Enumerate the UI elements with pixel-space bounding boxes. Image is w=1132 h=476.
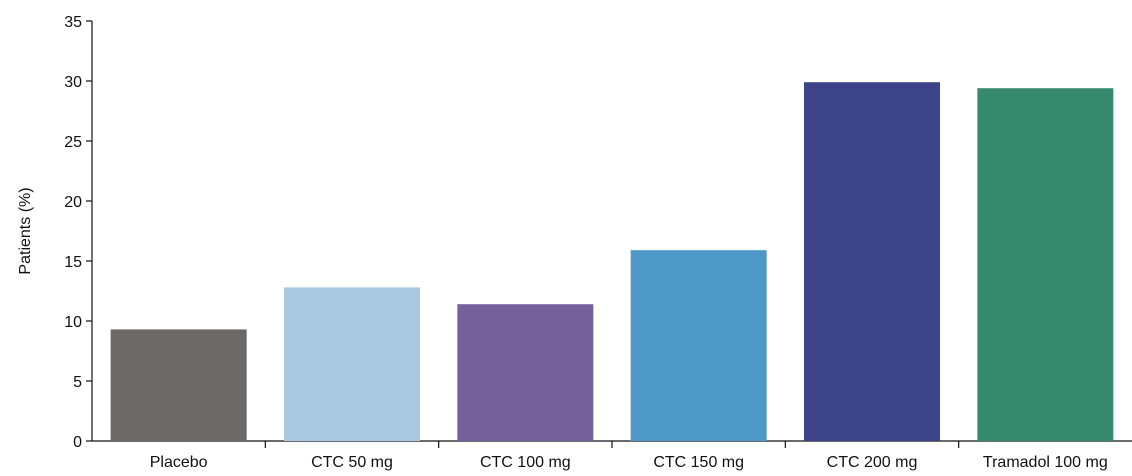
- bar-ctc-50-mg: [284, 287, 420, 441]
- y-tick-label: 30: [64, 74, 82, 91]
- y-tick-label: 15: [64, 254, 82, 271]
- x-ticks: Placebo CTC 50 mg CTC 100 mg CTC 150 mg CTC …: [150, 441, 1108, 471]
- x-tick-label: CTC 200 mg: [827, 454, 918, 471]
- bar-ctc-100-mg: [457, 304, 594, 441]
- x-tick-label: Placebo: [150, 454, 208, 471]
- x-tick-label: CTC 100 mg: [480, 454, 571, 471]
- y-tick-label: 35: [64, 14, 82, 31]
- y-ticks: 0 5 10 15 20 25 30 35: [64, 14, 92, 451]
- y-tick-label: 5: [73, 374, 82, 391]
- bar-ctc-150-mg: [630, 250, 767, 441]
- y-tick-label: 10: [64, 314, 82, 331]
- y-axis-title: Patients (%): [17, 187, 34, 274]
- bar-ctc-200-mg: [804, 82, 940, 441]
- bar-placebo: [110, 329, 247, 441]
- x-axis: Placebo CTC 50 mg CTC 100 mg CTC 150 mg CTC …: [92, 440, 1132, 471]
- y-tick-label: 0: [73, 434, 82, 451]
- bars: [110, 82, 1114, 441]
- x-tick-label: CTC 150 mg: [653, 454, 744, 471]
- y-axis: 0 5 10 15 20 25 30 35: [64, 14, 93, 451]
- x-tick-label: CTC 50 mg: [311, 454, 393, 471]
- y-tick-label: 20: [64, 194, 82, 211]
- bar-tramadol-100-mg: [977, 88, 1114, 441]
- y-tick-label: 25: [64, 134, 82, 151]
- x-tick-label: Tramadol 100 mg: [983, 454, 1108, 471]
